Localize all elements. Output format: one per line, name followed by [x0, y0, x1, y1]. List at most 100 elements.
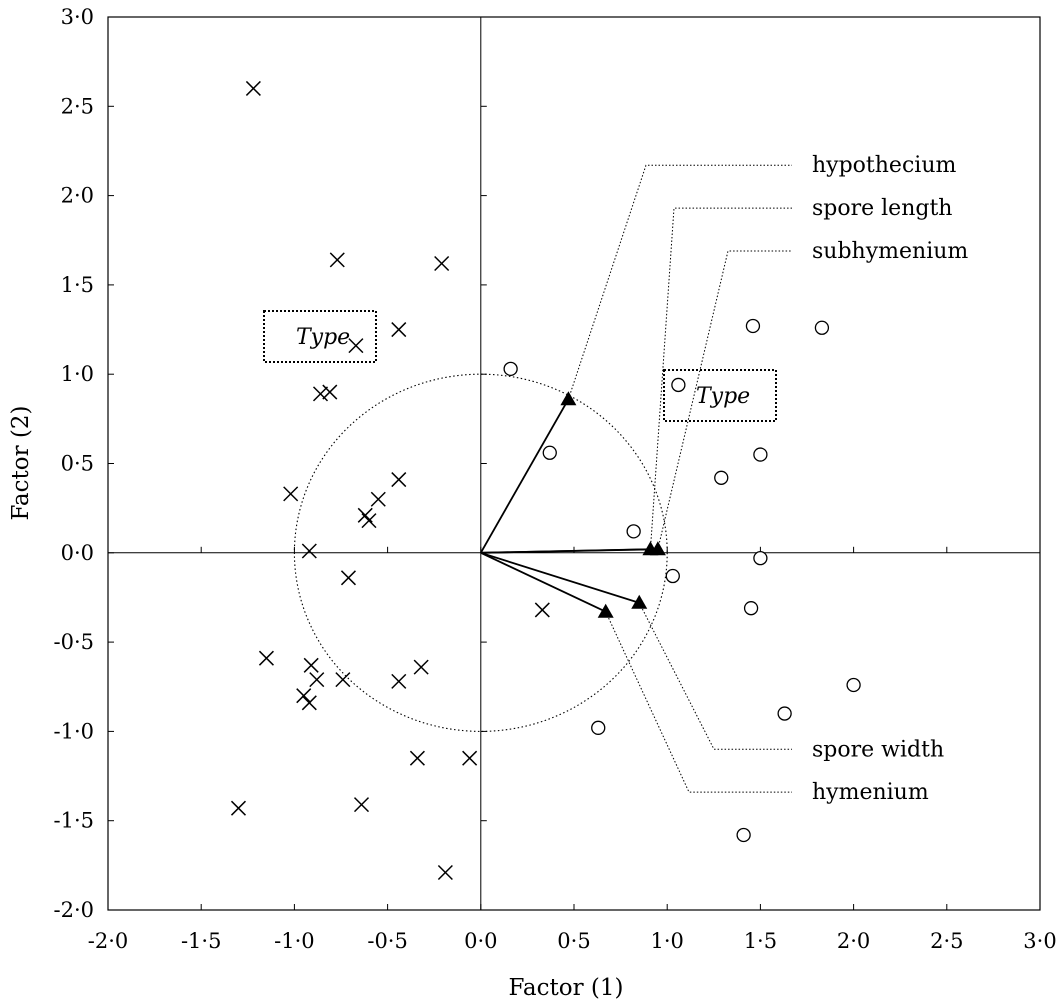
- x-marker-point: [312, 386, 329, 402]
- x-tick-label: -0·5: [367, 929, 408, 953]
- data-points-layer: [230, 80, 861, 881]
- vector-callouts-layer: hypothecium spore length subhymenium spore …: [567, 153, 968, 805]
- x-marker-stroke: [391, 322, 407, 338]
- type-box-label: Type: [296, 325, 350, 350]
- x-tick-label: 2·5: [930, 929, 963, 953]
- y-tick-label: -2·0: [54, 898, 95, 922]
- x-tick-label: 0·5: [557, 929, 590, 953]
- circle-marker-point: [665, 568, 680, 584]
- y-tick-label: 0·0: [61, 541, 94, 565]
- x-tick-label: -2·0: [88, 929, 129, 953]
- x-marker-stroke: [361, 513, 377, 529]
- x-marker-stroke: [245, 80, 261, 96]
- circle-marker-point: [503, 361, 518, 376]
- x-marker-stroke: [437, 864, 453, 881]
- y-tick-label: -1·5: [54, 809, 95, 833]
- x-marker-point: [462, 750, 478, 766]
- x-marker-stroke: [534, 602, 550, 618]
- y-tick-label: 0·5: [61, 452, 94, 476]
- x-marker-point: [413, 659, 429, 675]
- plot-border: [107, 16, 1041, 911]
- callout-line: [605, 611, 792, 793]
- vector-line: [480, 551, 640, 604]
- x-marker-stroke: [340, 570, 356, 586]
- callout-line: [567, 164, 792, 400]
- x-marker-stroke: [303, 657, 319, 673]
- y-tick-label: -0·5: [54, 630, 95, 654]
- x-marker-stroke: [296, 688, 312, 704]
- loading-vectors-layer: [480, 391, 666, 618]
- type-box: [663, 369, 777, 422]
- x-marker-stroke: [357, 507, 373, 523]
- circle-marker-point: [714, 470, 729, 485]
- tick-labels-layer: -2·0 -1·5 -1·0 -0·5 0·0 0·5 1·0 1·5 2·0 2·5 3·0 3·0…: [54, 5, 1057, 953]
- circle-marker-point: [777, 706, 792, 721]
- type-box-label: Type: [696, 384, 750, 409]
- type-box: [263, 310, 377, 363]
- callout-label: spore length: [812, 196, 952, 221]
- plot-frame: [107, 16, 1041, 911]
- x-marker-stroke: [329, 252, 345, 268]
- vector-head-triangle: [631, 594, 648, 609]
- y-axis-title: Factor (2): [8, 406, 34, 521]
- circle-marker-point: [846, 677, 861, 693]
- callout-label: hymenium: [812, 780, 929, 805]
- callout-label: spore width: [812, 737, 944, 762]
- x-marker-point: [309, 672, 325, 688]
- x-marker-stroke: [335, 672, 351, 688]
- axes-layer: [107, 16, 1041, 911]
- x-marker-stroke: [348, 338, 364, 354]
- circle-marker-point: [753, 551, 768, 566]
- circle-marker-point: [671, 377, 686, 393]
- circle-marker-point: [542, 445, 557, 460]
- vector-line: [480, 548, 658, 554]
- x-marker-stroke: [413, 659, 429, 675]
- vector-head-triangle: [560, 391, 577, 406]
- x-marker-point: [434, 255, 450, 271]
- x-tick-label: -1·0: [274, 929, 315, 953]
- callout-label: subhymenium: [812, 239, 968, 264]
- vector-line: [480, 551, 607, 613]
- x-marker-point: [348, 338, 364, 354]
- x-marker-stroke: [370, 491, 386, 507]
- x-marker-point: [409, 750, 425, 766]
- type-boxes-layer: Type Type: [263, 310, 777, 422]
- x-marker-point: [353, 797, 370, 813]
- x-marker-stroke: [283, 486, 299, 502]
- x-marker-stroke: [353, 797, 370, 813]
- circle-marker-point: [745, 318, 761, 334]
- x-tick-label: 1·0: [650, 929, 683, 953]
- x-tick-label: 2·0: [837, 929, 870, 953]
- x-marker-point: [329, 252, 345, 268]
- x-tick-label: 3·0: [1023, 929, 1056, 953]
- x-marker-point: [370, 491, 386, 507]
- x-marker-point: [245, 80, 261, 96]
- x-marker-point: [303, 657, 319, 673]
- circle-marker-point: [736, 827, 751, 843]
- x-marker-stroke: [409, 750, 425, 766]
- circle-marker-point: [626, 524, 641, 539]
- x-marker-stroke: [258, 650, 274, 666]
- x-marker-point: [296, 688, 312, 704]
- circle-marker-point: [743, 601, 759, 616]
- vector-line: [480, 398, 570, 554]
- x-marker-point: [335, 672, 351, 688]
- x-marker-point: [301, 543, 317, 559]
- x-marker-point: [361, 513, 377, 529]
- callout-line: [657, 250, 792, 550]
- x-marker-point: [283, 486, 299, 502]
- x-marker-point: [437, 864, 453, 881]
- callout-line: [649, 207, 792, 550]
- y-tick-label: 2·5: [61, 94, 94, 118]
- x-marker-stroke: [391, 472, 407, 488]
- y-tick-label: 2·0: [61, 184, 94, 208]
- x-marker-stroke: [434, 255, 450, 271]
- y-tick-label: 1·5: [61, 273, 94, 297]
- y-tick-label: 3·0: [61, 5, 94, 29]
- x-marker-stroke: [312, 386, 329, 402]
- x-marker-point: [322, 384, 338, 400]
- x-marker-stroke: [322, 384, 338, 400]
- x-marker-point: [340, 570, 356, 586]
- x-marker-stroke: [391, 673, 407, 689]
